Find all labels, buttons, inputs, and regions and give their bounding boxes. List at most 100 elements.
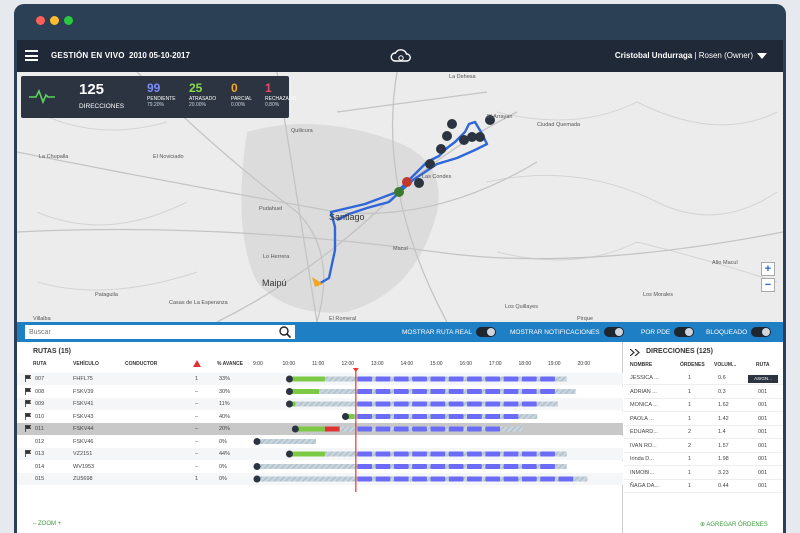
map-canvas[interactable] [17,72,783,322]
switch[interactable] [603,327,624,337]
stop-bar [357,376,373,382]
volume: 1.42 [718,415,729,422]
list-item[interactable]: IVAN RO... 2 1.57 001 [624,440,783,453]
assign-button[interactable]: ASIGN... [748,375,778,383]
volume: 0.6 [718,375,726,381]
list-item[interactable]: Irinda D... 1 1.98 001 [624,453,783,466]
list-item[interactable]: ÑAGA DA... 1 0.44 001 [624,480,783,493]
stop-bar [393,389,409,394]
map-label: Los Quillayes [505,304,539,310]
menu-icon[interactable] [25,50,38,61]
gantt-chart[interactable] [17,342,623,533]
stop-bar [448,476,464,482]
zoom-out-button[interactable]: − [761,278,775,292]
list-item[interactable]: INMOBI... 1 3.23 001 [624,467,783,480]
switch[interactable] [475,327,496,337]
app: GESTIÓN EN VIVO 2010 05-10-2017 Cristoba… [17,40,783,533]
map-label: Casas de La Esperanza [169,300,228,306]
stat-value: 99 [147,81,161,95]
address-name: JESSICA ... [630,375,659,381]
stat-label: RECHAZADO [265,96,297,102]
vehicle: FSKV43 [73,413,94,420]
toggle-notifications[interactable]: MOSTRAR NOTIFICACIONES [510,327,624,337]
stop-bar [540,376,555,382]
volume: 1.62 [718,402,729,408]
list-item[interactable]: JESSICA ... 1 0.6 ASIGN... [624,372,783,385]
routes-title: RUTAS (15) [33,348,71,355]
alert-count: 1 [195,376,199,382]
progress: 0% [219,463,227,470]
list-item[interactable]: PAOLA ... 1 1.42 001 [624,413,783,426]
map[interactable]: La Dehesa El Arrayan Ciudad Quemada Quil… [17,72,783,322]
route-track-bar [295,426,523,432]
vehicle: FSKV44 [73,426,94,432]
stop-bar [448,414,464,419]
minimize-dot[interactable] [50,16,59,25]
vehicle: FSKV46 [73,438,94,445]
table-row[interactable]: 010 FSKV43 – 40% [17,410,623,423]
orders-count: 1 [688,375,692,381]
stop-bar [375,414,391,419]
map-label: El Noviciado [153,154,184,160]
toggle-por-pde[interactable]: POR PDE [641,327,695,337]
list-item[interactable]: MONICA ... 1 1.62 001 [624,399,783,412]
map-label: Villalba [33,316,51,322]
stop-bar [430,414,446,419]
user-menu[interactable]: Cristobal Undurraga | Rosen (Owner) [615,51,753,60]
filter-toolbar: MOSTRAR RUTA REAL MOSTRAR NOTIFICACIONES… [17,322,783,342]
alert-count: – [195,463,199,470]
switch[interactable] [674,327,695,337]
progress: 40% [219,413,231,420]
column-header: ÓRDENES [680,362,705,368]
toggle-label: BLOQUEADO [706,328,748,336]
stop-bar [467,376,482,382]
toggle-blocked[interactable]: BLOQUEADO [706,327,772,337]
close-dot[interactable] [36,16,45,25]
caret-down-icon[interactable] [757,53,767,59]
zoom-in-button[interactable]: + [761,262,775,276]
address-name: MONICA ... [630,402,658,408]
stop-bar [503,414,519,419]
list-item[interactable]: EDUARD... 2 1.4 001 [624,426,783,439]
stat-value: 1 [265,81,272,95]
time-tick: 18:00 [518,361,532,367]
search-input[interactable] [25,325,295,339]
stop-bar [540,464,555,469]
route-assigned: 001 [758,456,768,462]
switch[interactable] [751,327,772,337]
toggle-real-route[interactable]: MOSTRAR RUTA REAL [402,327,496,337]
zoom-link[interactable]: – ZOOM + [33,521,62,527]
stop-bar [503,464,519,469]
directions-panel: DIRECCIONES (125) NOMBRE ÓRDENES VOLUM..… [624,342,783,533]
expand-icon[interactable] [630,349,640,356]
progress: 33% [219,376,231,382]
completed-bar [289,376,325,382]
map-label: Lo Herrera [263,254,290,260]
route-start-marker [285,375,293,383]
total-addresses: 125 [79,81,105,98]
route-id: 008 [35,388,45,395]
orders-count: 2 [688,442,692,449]
add-orders-button[interactable]: ⊕ AGREGAR ÓRDENES [700,522,768,528]
user-role: | Rosen (Owner) [692,51,753,60]
stop-bar [412,389,427,394]
stop-bar [467,401,482,407]
search-icon[interactable] [279,326,291,338]
stop-bar [412,476,427,482]
orders-count: 1 [688,483,692,489]
rejected-stop [324,426,340,432]
maximize-dot[interactable] [64,16,73,25]
orders-count: 1 [688,469,692,476]
list-item[interactable]: ADRIAN ... 1 0.3 001 [624,386,783,399]
map-label: Pirque [577,316,593,322]
time-tick: 15:00 [430,361,443,367]
stat-label: PENDIENTE [147,96,176,102]
cloud-sync-icon[interactable] [390,46,412,66]
progress: 20% [219,426,231,432]
table-row[interactable]: 012 FSKV46 – 0% [17,435,623,448]
route-id: 013 [35,451,45,457]
stop-bar [540,476,555,482]
volume: 1.98 [718,456,729,462]
route-id: 011 [35,426,44,432]
stop-bar [448,389,464,394]
